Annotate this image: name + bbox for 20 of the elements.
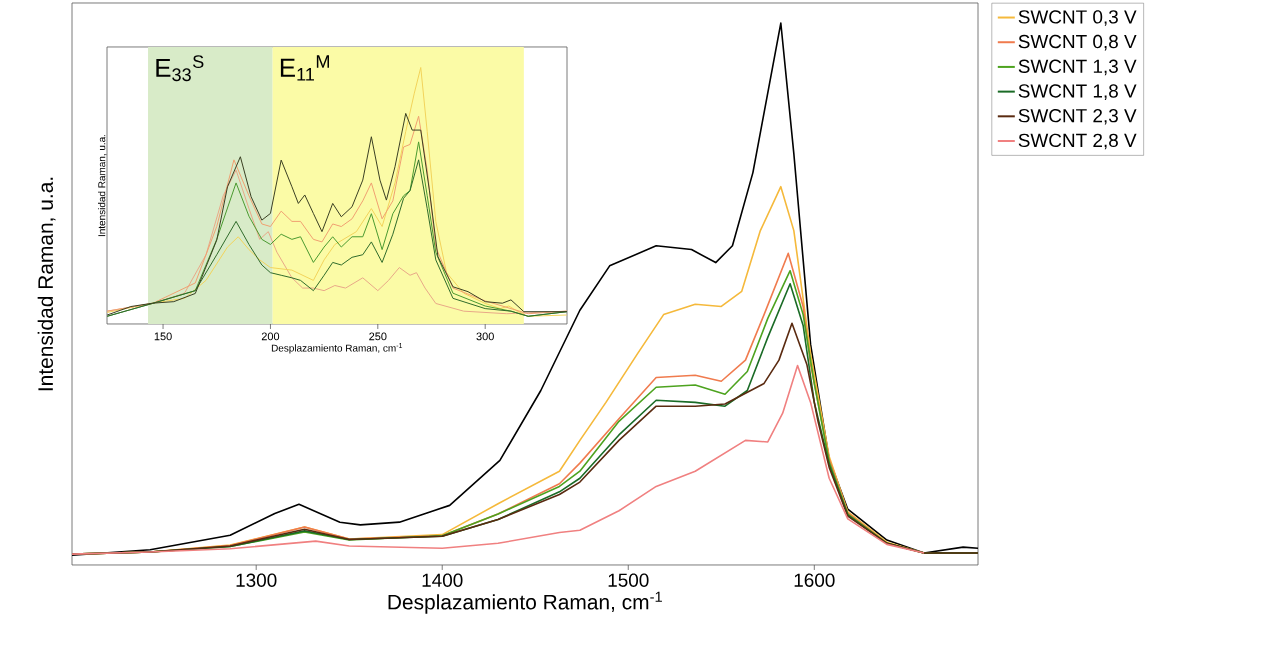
y-axis-title: Intensidad Raman, u.a. (98, 134, 107, 237)
legend-label: SWCNT 0,3 V (1018, 10, 1137, 26)
x-tick-label: 1300 (236, 573, 277, 587)
band-label: E$_{11}$M (280, 55, 329, 81)
x-tick-label: 150 (154, 332, 172, 341)
legend-label: SWCNT 2,3 V (1018, 108, 1137, 125)
band-label: E$_{33}$S (156, 55, 204, 82)
legend-label: SWCNT 1,8 V (1018, 84, 1137, 100)
x-axis-title: Desplazamiento Raman, cm$^{-1}$ (271, 343, 403, 354)
x-tick-label: 300 (476, 332, 494, 341)
legend-label: SWCNT 2,8 V (1018, 133, 1137, 150)
legend-label: SWCNT 0,8 V (1018, 34, 1137, 51)
x-tick-label: 1500 (608, 573, 649, 587)
x-tick-label: 1600 (794, 573, 835, 587)
x-tick-label: 1400 (422, 573, 463, 587)
legend-label: SWCNT 1,3 V (1018, 59, 1137, 76)
x-tick-label: 200 (261, 332, 280, 341)
y-axis-title: Intensidad Raman, u.a. (37, 177, 56, 391)
x-axis-title: Desplazamiento Raman, cm$^{-1}$ (388, 591, 662, 614)
x-tick-label: 250 (369, 332, 387, 341)
